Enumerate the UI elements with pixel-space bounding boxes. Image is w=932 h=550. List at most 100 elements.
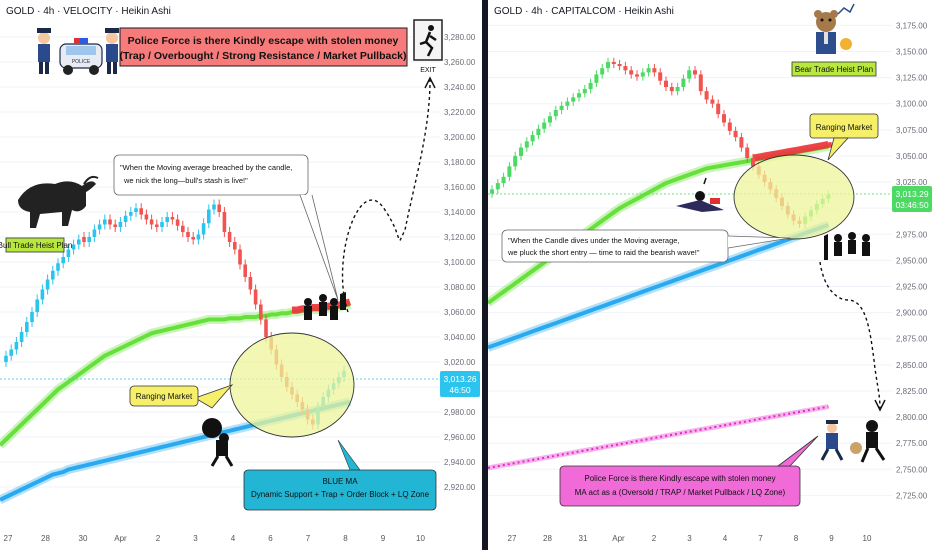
- candle-body: [97, 224, 102, 230]
- candle-body: [149, 219, 154, 225]
- x-tick-label: 7: [758, 534, 763, 543]
- candle-body: [248, 277, 253, 290]
- right-police-note-line1: Police Force is there Kindly escape with…: [584, 474, 775, 483]
- candle-body: [652, 68, 657, 73]
- y-tick-label: 3,060.00: [444, 308, 476, 317]
- candle-body: [92, 229, 97, 237]
- x-tick-label: 28: [543, 534, 552, 543]
- police-car-icon: POLICE: [59, 38, 103, 75]
- x-tick-label: 31: [579, 534, 588, 543]
- candle-body: [582, 89, 587, 94]
- candle-body: [687, 70, 692, 79]
- candle-body: [693, 70, 697, 75]
- candle-body: [61, 257, 65, 264]
- bear-plan-box: [791, 61, 877, 77]
- left-chart-svg[interactable]: 3,280.00 3,260.00 3,240.00 3,220.00 3,200.00…: [0, 0, 482, 550]
- candle-body: [264, 319, 268, 337]
- candle-body: [186, 232, 190, 237]
- candle-body: [196, 234, 201, 240]
- candle-body: [243, 264, 247, 277]
- right-chart-svg[interactable]: 3,175.00 3,150.00 3,125.00 3,100.00 3,075.00…: [488, 0, 932, 550]
- right-chart-panel[interactable]: 3,175.00 3,150.00 3,125.00 3,100.00 3,075.00…: [488, 0, 932, 550]
- svg-text:POLICE: POLICE: [72, 59, 91, 65]
- candle-body: [123, 215, 128, 222]
- candle-body: [40, 289, 45, 300]
- bear-businessman-icon: [814, 3, 855, 54]
- bull-plan-box: [5, 237, 65, 253]
- candle-body: [56, 263, 60, 271]
- thief-with-bag-icon: [202, 418, 234, 467]
- police-officer-icon: [820, 420, 844, 461]
- left-ma-quote-bubble: [113, 154, 309, 196]
- candle-body: [745, 147, 750, 159]
- y-tick-label: 3,100.00: [444, 258, 476, 267]
- left-ma-quote-pointer: [299, 194, 339, 301]
- x-tick-label: 4: [231, 534, 236, 543]
- y-tick-label: 2,980.00: [444, 408, 476, 417]
- candle-body: [530, 135, 535, 142]
- candle-body: [727, 122, 732, 131]
- left-chart-panel[interactable]: 3,280.00 3,260.00 3,240.00 3,220.00 3,200.00…: [0, 0, 482, 550]
- right-escape-arrowhead: [874, 399, 886, 412]
- right-ranging-label: Ranging Market: [816, 123, 873, 132]
- y-tick-label: 3,280.00: [444, 33, 476, 42]
- y-tick-label: 3,175.00: [896, 21, 928, 30]
- y-tick-label: 2,975.00: [896, 230, 928, 239]
- candle-body: [675, 86, 680, 92]
- left-time-axis[interactable]: 27 28 30 Apr 2 3 4 6 7 8 9 10: [4, 534, 426, 543]
- candle-body: [664, 80, 668, 87]
- candle-body: [519, 147, 523, 156]
- candle-body: [233, 242, 237, 250]
- right-moving-averages: [488, 141, 833, 471]
- right-time-axis[interactable]: 27 28 31 Apr 2 3 4 7 8 9 10: [508, 534, 872, 543]
- candle-body: [238, 249, 242, 265]
- bull-plan-label: Bull Trade Heist Plan: [0, 241, 72, 250]
- candle-body: [259, 304, 263, 320]
- x-tick-label: 10: [416, 534, 425, 543]
- right-ma-quote-line1: "When the Candle dives under the Moving …: [508, 236, 680, 245]
- candle-body: [160, 222, 164, 227]
- blue-ma-box: [243, 469, 437, 511]
- left-police-title-line2: (Trap / Overbought / Strong Resistance /…: [119, 50, 406, 62]
- x-tick-label: 2: [156, 534, 161, 543]
- left-police-title-line1: Police Force is there Kindly escape with…: [128, 35, 399, 47]
- candle-body: [565, 101, 570, 106]
- y-tick-label: 2,775.00: [896, 439, 928, 448]
- candle-body: [571, 97, 576, 102]
- y-tick-label: 2,925.00: [896, 283, 928, 292]
- x-tick-label: 4: [723, 534, 728, 543]
- left-ma-quote-line1: "When the Moving average breached by the…: [120, 163, 292, 172]
- y-tick-label: 3,260.00: [444, 58, 476, 67]
- candle-body: [217, 204, 221, 212]
- x-tick-label: 27: [4, 534, 13, 543]
- blue-ma-label-line1: BLUE MA: [322, 477, 358, 486]
- right-ma-quote-pointer: [727, 235, 791, 249]
- left-ranging-pointer: [194, 384, 234, 409]
- candle-body: [108, 219, 112, 225]
- green-moving-average: [0, 302, 351, 447]
- right-price-badge-time: 03:46:50: [895, 200, 928, 210]
- candle-body: [45, 279, 50, 290]
- y-tick-label: 2,875.00: [896, 335, 928, 344]
- right-chart-background: [488, 0, 932, 550]
- candle-body: [548, 116, 552, 123]
- candle-body: [623, 66, 628, 71]
- y-tick-label: 3,100.00: [896, 100, 928, 109]
- candle-body: [635, 74, 639, 77]
- police-officer-icon: [37, 28, 51, 74]
- candle-body: [30, 312, 34, 322]
- police-officer-icon: [105, 28, 119, 74]
- candle-body: [103, 219, 107, 225]
- y-tick-label: 3,200.00: [444, 133, 476, 142]
- x-tick-label: 10: [863, 534, 872, 543]
- right-price-badge-value: 3,013.29: [895, 189, 928, 199]
- red-moving-average: [752, 141, 833, 162]
- x-tick-label: Apr: [612, 534, 625, 543]
- y-tick-label: 2,960.00: [444, 433, 476, 442]
- candle-body: [4, 355, 8, 362]
- y-tick-label: 3,140.00: [444, 208, 476, 217]
- panel-divider[interactable]: [482, 0, 488, 550]
- y-tick-label: 2,750.00: [896, 465, 928, 474]
- candle-body: [19, 332, 24, 342]
- x-tick-label: 9: [381, 534, 386, 543]
